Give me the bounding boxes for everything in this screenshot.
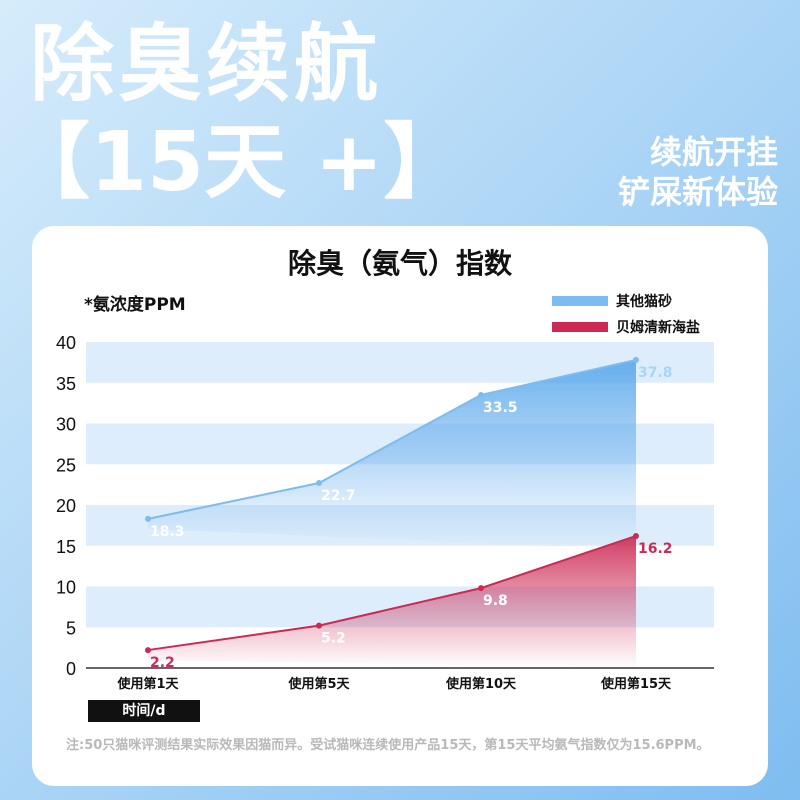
data-point: [145, 515, 151, 522]
x-axis-label: 时间/d: [88, 700, 200, 722]
tagline-line-2: 铲屎新体验: [617, 173, 778, 211]
x-tick-label: 使用第5天: [287, 676, 350, 692]
y-tick-label: 40: [56, 333, 76, 353]
data-label: 18.3: [150, 524, 185, 540]
data-point: [478, 585, 484, 592]
headline: 除臭续航: [30, 15, 383, 113]
y-tick-label: 30: [56, 415, 76, 435]
data-point: [633, 356, 639, 363]
series-line-0: [147, 358, 637, 520]
data-label: 16.2: [638, 541, 673, 557]
data-point: [316, 622, 322, 629]
y-axis-unit-label: *氨浓度PPM: [84, 295, 186, 315]
x-tick-label: 使用第15天: [600, 676, 672, 692]
legend-item-sea-salt: 贝姆清新海盐: [552, 316, 700, 338]
legend-swatch-sea-salt: [552, 322, 608, 332]
data-point: [145, 647, 151, 654]
data-label: 37.8: [638, 365, 673, 381]
legend-swatch-other-litter: [552, 296, 608, 306]
y-tick-label: 10: [56, 578, 76, 598]
subheadline: 【15天 +】: [8, 115, 466, 210]
tagline-line-1: 续航开挂: [649, 133, 778, 171]
y-tick-label: 25: [56, 455, 76, 475]
chart-legend: 其他猫砂 贝姆清新海盐: [552, 290, 700, 342]
y-tick-label: 15: [56, 537, 76, 557]
series-line-1: [147, 535, 637, 652]
series-area-0: [148, 359, 636, 550]
data-label: 2.2: [150, 655, 175, 671]
legend-label-other-litter: 其他猫砂: [616, 294, 672, 310]
data-point: [478, 391, 484, 398]
series-area-1: [148, 535, 636, 668]
y-tick-label: 5: [66, 618, 76, 638]
y-tick-label: 20: [56, 496, 76, 516]
data-label: 5.2: [321, 631, 346, 647]
footnote: 注:50只猫咪评测结果实际效果因猫而异。受试猫咪连续使用产品15天，第15天平均…: [66, 738, 710, 753]
data-label: 33.5: [483, 400, 518, 416]
data-label: 9.8: [483, 593, 508, 609]
data-label: 22.7: [321, 488, 356, 504]
x-tick-label: 使用第10天: [445, 676, 517, 692]
data-point: [633, 532, 639, 539]
legend-item-other-litter: 其他猫砂: [552, 290, 700, 312]
data-point: [316, 479, 322, 486]
legend-label-sea-salt: 贝姆清新海盐: [616, 320, 700, 336]
x-tick-label: 使用第1天: [116, 676, 179, 692]
chart-plot: 18.3 22.7 33.5 37.8 2.2 5.2 9.8 16.2 0 5 10 15 20 25…: [56, 333, 714, 692]
chart-title: 除臭（氨气）指数: [287, 247, 512, 280]
chart-card: 除臭（氨气）指数 *氨浓度PPM 其他猫砂 贝姆清新海盐 18.3 22.7 33.…: [32, 226, 768, 786]
tagline: 续航开挂 铲屎新体验: [618, 132, 778, 212]
y-tick-label: 0: [66, 659, 76, 679]
y-tick-label: 35: [56, 374, 76, 394]
